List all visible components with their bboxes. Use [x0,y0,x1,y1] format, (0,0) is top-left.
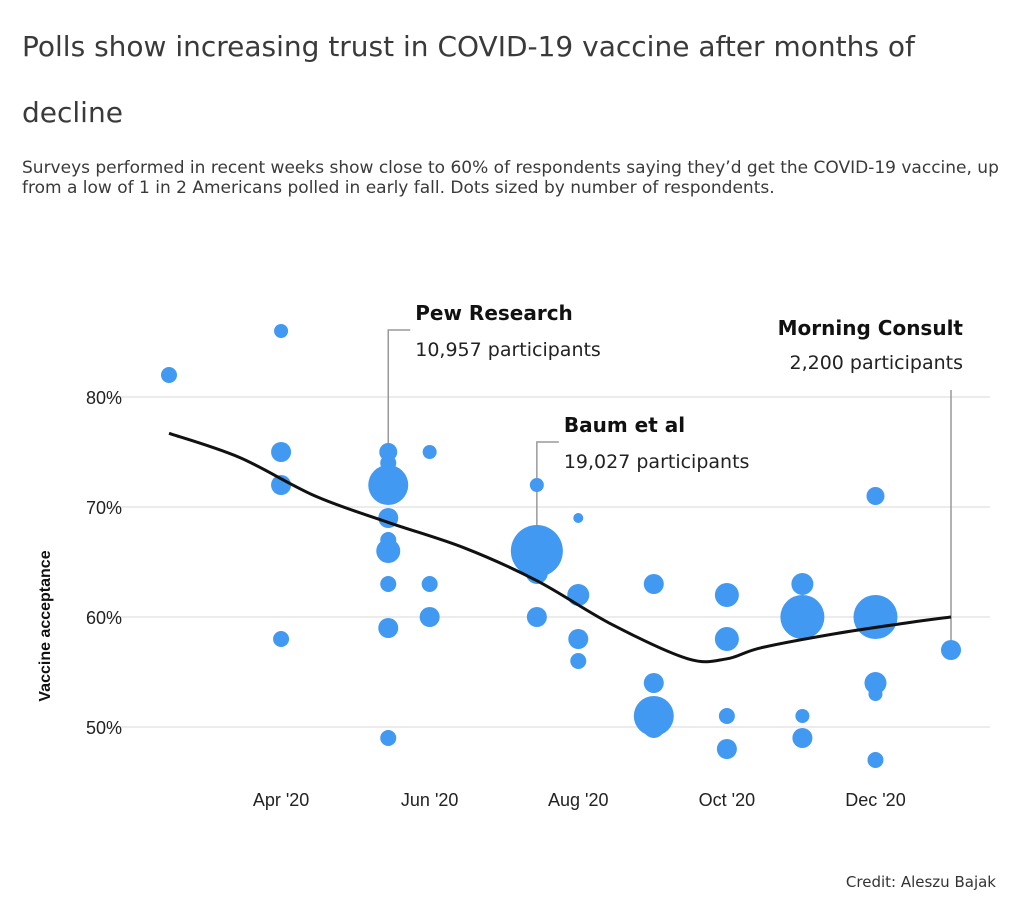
data-point [573,513,584,523]
annotation-participant-count: 10,957 participants [415,339,601,361]
data-point [868,687,883,701]
x-tick-label: Aug '20 [548,790,609,810]
y-tick-label: 70% [86,498,122,518]
chart-subtitle: Surveys performed in recent weeks show c… [22,158,999,198]
data-point [714,627,739,651]
data-point [795,709,810,723]
x-axis-ticks: Apr '20 Jun '20 Aug '20 Oct '20 Dec '20 [253,790,906,810]
annotation-leader-line [536,441,559,551]
gridlines [105,396,990,728]
data-point [864,672,887,694]
data-point [643,673,664,693]
annotation-source-name: Pew Research [415,301,573,325]
data-point [780,595,825,639]
annotation-participant-count: 19,027 participants [564,451,750,473]
annotation-source-name: Baum et al [564,413,685,437]
data-point [380,730,397,746]
scatter-chart: 50% 60% 70% 80% Apr '20 Jun '20 Aug '20 Oct '2… [37,301,990,810]
x-tick-label: Apr '20 [253,790,309,810]
data-point [792,728,813,748]
data-point [376,539,401,563]
data-point [529,478,544,492]
data-point [161,367,177,383]
data-point [368,465,409,505]
data-point [510,525,563,577]
data-point [421,576,438,592]
y-axis-label: Vaccine acceptance [37,550,54,701]
data-point [642,716,665,738]
data-point [271,442,292,462]
data-point [791,573,814,595]
data-point [274,324,289,338]
data-point [570,653,587,669]
data-point [378,618,399,638]
credit-line: Credit: Aleszu Bajak [845,873,996,891]
y-tick-label: 50% [86,718,122,738]
data-point [867,752,884,768]
annotation-source-name: Morning Consult [778,316,964,340]
data-point [568,629,589,649]
data-point [716,739,737,759]
data-point [643,574,664,594]
chart-title: Polls show increasing trust in COVID-19 … [22,30,915,129]
data-point [526,607,547,627]
data-point [419,607,440,627]
data-point [941,640,961,660]
y-tick-label: 80% [86,388,122,408]
y-tick-label: 60% [86,608,122,628]
data-point [567,584,590,606]
data-point [718,708,735,724]
annotation-leader-lines [387,329,952,648]
x-tick-label: Jun '20 [401,790,458,810]
annotation-participant-count: 2,200 participants [790,352,964,374]
data-point [714,583,739,607]
data-point [380,576,397,592]
annotation-leader-line [387,329,411,485]
data-point [853,595,898,639]
x-tick-label: Dec '20 [845,790,905,810]
x-tick-label: Oct '20 [699,790,755,810]
data-point [273,631,290,647]
trend-line [168,431,952,664]
data-points [161,324,961,768]
data-point [422,445,437,459]
annotation-labels: Pew Research 10,957 participants Baum et a… [415,301,963,473]
data-point [866,487,885,505]
y-axis-ticks: 50% 60% 70% 80% [86,388,122,738]
